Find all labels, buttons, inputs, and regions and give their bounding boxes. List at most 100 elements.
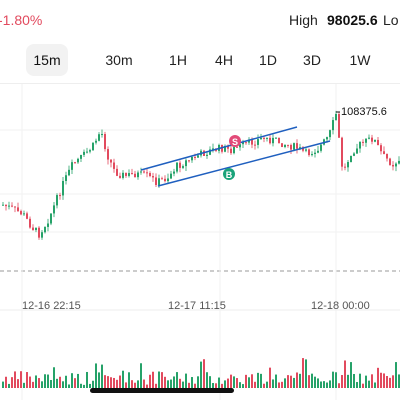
candle-body <box>254 144 256 146</box>
candle-body <box>245 142 247 144</box>
volume-bar <box>41 381 43 388</box>
tab-1h[interactable]: 1H <box>169 52 187 68</box>
tab-1w[interactable]: 1W <box>349 52 371 68</box>
volume-bar <box>245 374 247 388</box>
volume-bar <box>113 377 115 388</box>
volume-bar <box>299 373 301 388</box>
candle-body <box>47 223 49 227</box>
volume-bar <box>128 372 130 388</box>
volume-bar <box>71 373 73 388</box>
candle-body <box>38 227 40 238</box>
tab-15m[interactable]: 15m <box>26 44 68 76</box>
candle-body <box>80 154 82 159</box>
volume-bar <box>230 374 232 388</box>
volume-bar <box>392 375 394 388</box>
volume-bar <box>212 382 214 388</box>
candle-body <box>173 171 175 174</box>
channel-lower-line[interactable] <box>157 140 331 187</box>
candle-body <box>224 145 226 152</box>
candle-body <box>314 152 316 155</box>
volume-bar <box>383 373 385 388</box>
candle-body <box>332 120 334 131</box>
volume-bar <box>272 379 274 388</box>
volume-bar <box>134 382 136 388</box>
candle-body <box>308 149 310 156</box>
volume-bar <box>263 383 265 388</box>
candle-body <box>20 211 22 215</box>
candlestick-chart[interactable]: S B <box>0 84 400 400</box>
volume-bar <box>308 375 310 388</box>
tab-30m[interactable]: 30m <box>105 52 133 68</box>
candle-body <box>377 139 379 146</box>
channel-upper-line[interactable] <box>140 126 298 171</box>
volume-bar <box>377 367 379 388</box>
candle-body <box>320 144 322 151</box>
volume-bar <box>317 378 319 388</box>
volume-bar <box>290 375 292 388</box>
volume-bar <box>173 376 175 388</box>
candle-body <box>338 114 340 138</box>
candle-body <box>134 173 136 178</box>
volume-bar <box>203 359 205 388</box>
candle-body <box>299 147 301 149</box>
volume-bar <box>302 358 304 388</box>
volume-bar <box>368 380 370 388</box>
volume-bar <box>53 367 55 388</box>
volume-bar <box>275 374 277 388</box>
candle-body <box>194 156 196 158</box>
candle-body <box>140 171 142 173</box>
candle-body <box>362 141 364 143</box>
volume-bar <box>185 373 187 388</box>
x-axis-label: 12-18 00:00 <box>311 300 370 312</box>
candle-body <box>290 144 292 150</box>
candle-body <box>227 145 229 149</box>
candle-body <box>44 226 46 233</box>
tab-1d[interactable]: 1D <box>259 52 277 68</box>
volume-bar <box>281 381 283 388</box>
volume-bar <box>77 373 79 388</box>
candle-body <box>161 178 163 180</box>
volume-bar <box>350 362 352 388</box>
candle-body <box>365 138 367 143</box>
volume-bar <box>146 384 148 388</box>
candle-body <box>89 150 91 152</box>
candle-body <box>287 144 289 146</box>
volume-bar <box>380 372 382 388</box>
candle-body <box>239 144 241 148</box>
volume-bar <box>314 376 316 388</box>
candle-body <box>269 137 271 144</box>
volume-bar <box>296 372 298 388</box>
volume-bar <box>356 382 358 388</box>
volume-bar <box>239 382 241 388</box>
volume-bar <box>32 381 34 388</box>
candle-body <box>86 151 88 153</box>
volume-bar <box>74 378 76 388</box>
candle-body <box>74 162 76 164</box>
x-axis-label: 12-16 22:15 <box>22 300 81 312</box>
volume-bar <box>11 377 13 388</box>
candle-body <box>251 139 253 145</box>
candle-body <box>143 171 145 173</box>
candle-body <box>353 153 355 156</box>
candle-body <box>185 160 187 167</box>
candle-body <box>272 137 274 144</box>
candle-body <box>2 204 4 206</box>
volume-bar <box>284 378 286 388</box>
candle-body <box>110 159 112 163</box>
volume-bar <box>86 371 88 388</box>
volume-bar <box>5 376 7 388</box>
volume-bar <box>20 371 22 388</box>
tab-4h[interactable]: 4H <box>215 52 233 68</box>
tab-3d[interactable]: 3D <box>303 52 321 68</box>
volume-bar <box>194 383 196 388</box>
volume-bar <box>389 377 391 388</box>
low-label: Lo <box>383 12 399 28</box>
candle-body <box>116 168 118 176</box>
candle-body <box>260 137 262 140</box>
candle-body <box>335 114 337 121</box>
candle-body <box>167 178 169 182</box>
volume-bar <box>89 383 91 388</box>
candle-body <box>209 149 211 155</box>
candle-body <box>197 155 199 158</box>
candle-body <box>182 166 184 168</box>
